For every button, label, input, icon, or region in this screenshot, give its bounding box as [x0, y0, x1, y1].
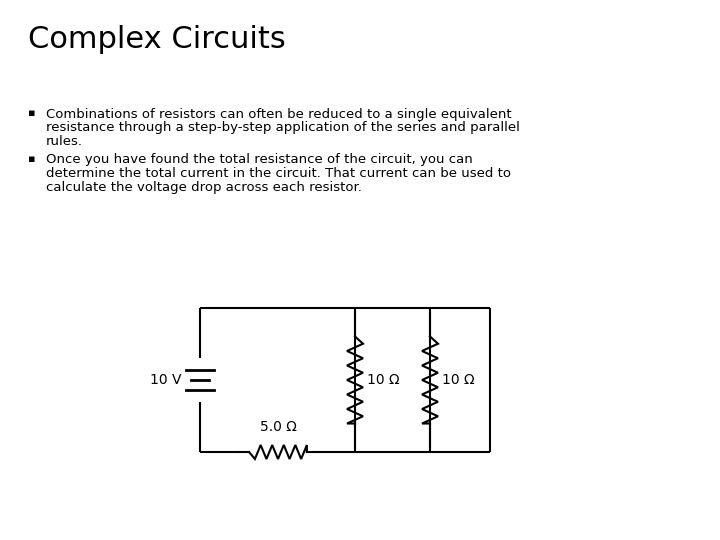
Text: 10 V: 10 V [150, 373, 182, 387]
Text: Complex Circuits: Complex Circuits [28, 25, 286, 54]
Text: 5.0 Ω: 5.0 Ω [260, 420, 297, 434]
Text: calculate the voltage drop across each resistor.: calculate the voltage drop across each r… [46, 180, 362, 193]
Text: determine the total current in the circuit. That current can be used to: determine the total current in the circu… [46, 167, 511, 180]
Text: 10 Ω: 10 Ω [442, 373, 474, 387]
Text: resistance through a step-by-step application of the series and parallel: resistance through a step-by-step applic… [46, 122, 520, 134]
Text: Once you have found the total resistance of the circuit, you can: Once you have found the total resistance… [46, 153, 473, 166]
Text: 10 Ω: 10 Ω [367, 373, 400, 387]
Text: Combinations of resistors can often be reduced to a single equivalent: Combinations of resistors can often be r… [46, 108, 512, 121]
Text: ▪: ▪ [28, 153, 35, 164]
Text: ▪: ▪ [28, 108, 35, 118]
Text: rules.: rules. [46, 135, 83, 148]
